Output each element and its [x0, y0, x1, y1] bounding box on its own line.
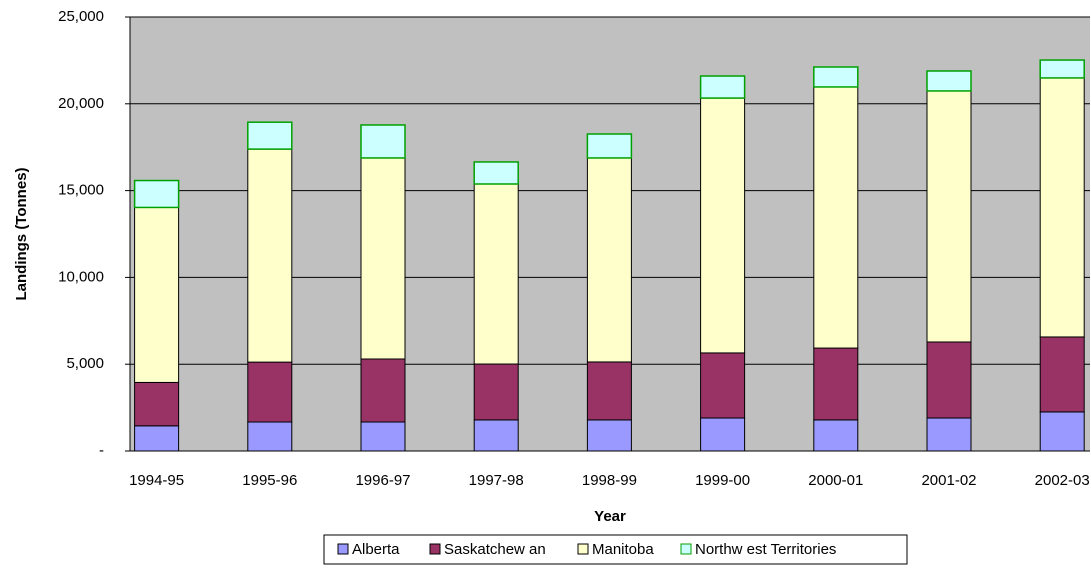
y-tick-label: 10,000 — [58, 268, 104, 285]
legend-swatch — [680, 543, 692, 555]
bar-segment — [1039, 336, 1085, 413]
bar-segment — [700, 97, 746, 354]
bar-segment — [926, 90, 972, 343]
bar-segment — [247, 148, 293, 363]
bar-segment — [586, 419, 632, 452]
bar-segment — [700, 352, 746, 419]
bar-segment — [473, 161, 519, 185]
legend-label: Northw est Territories — [695, 541, 836, 558]
y-tick-label: 15,000 — [58, 182, 104, 199]
bar-segment — [699, 75, 746, 99]
x-tick-label: 1996-97 — [355, 472, 410, 489]
y-axis-label: Landings (Tonnes) — [13, 167, 30, 300]
bar-segment — [926, 341, 972, 419]
bar-segment — [1039, 77, 1085, 338]
bar-segment — [813, 347, 859, 421]
legend-label: Alberta — [352, 541, 400, 558]
legend-swatch — [577, 543, 589, 555]
legend-label: Saskatchew an — [444, 541, 546, 558]
bar-segment — [360, 124, 406, 159]
bar-segment — [134, 425, 180, 452]
bar-segment — [586, 157, 632, 363]
x-tick-label: 1998-99 — [582, 472, 637, 489]
bar-segment — [473, 183, 519, 365]
legend-label: Manitoba — [592, 541, 654, 558]
bar-segment — [247, 361, 293, 423]
y-tick-label: - — [99, 442, 104, 459]
bar-segment — [813, 86, 859, 349]
bar-segment — [1039, 59, 1085, 79]
y-tick-label: 20,000 — [58, 95, 104, 112]
x-tick-label: 1995-96 — [242, 472, 297, 489]
x-tick-label: 2000-01 — [808, 472, 863, 489]
bar-segment — [1039, 411, 1085, 452]
bar-segment — [813, 419, 859, 452]
x-tick-label: 1994-95 — [129, 472, 184, 489]
x-axis-label: Year — [594, 508, 626, 525]
x-tick-label: 2001-02 — [921, 472, 976, 489]
bar-segment — [360, 358, 406, 423]
bar-segment — [473, 419, 519, 452]
legend — [323, 534, 908, 565]
bar-segment — [700, 417, 746, 452]
bar-segment — [586, 133, 633, 159]
y-tick-label: 5,000 — [66, 355, 104, 372]
x-tick-label: 1999-00 — [695, 472, 750, 489]
bar-segment — [813, 66, 859, 88]
bar-segment — [134, 381, 180, 427]
x-tick-label: 2002-03 — [1035, 472, 1090, 489]
bar-segment — [926, 417, 972, 452]
bar-segment — [586, 361, 632, 421]
x-tick-label: 1997-98 — [469, 472, 524, 489]
y-tick-label: 25,000 — [58, 8, 104, 25]
legend-swatch — [429, 543, 441, 555]
bar-segment — [247, 121, 293, 150]
bar-segment — [473, 363, 519, 421]
legend-swatch — [337, 543, 349, 555]
bar-segment — [360, 157, 406, 360]
bar-segment — [360, 421, 406, 452]
bar-segment — [134, 206, 180, 383]
bar-segment — [926, 70, 972, 92]
bar-segment — [247, 421, 293, 452]
bar-segment — [133, 179, 180, 209]
